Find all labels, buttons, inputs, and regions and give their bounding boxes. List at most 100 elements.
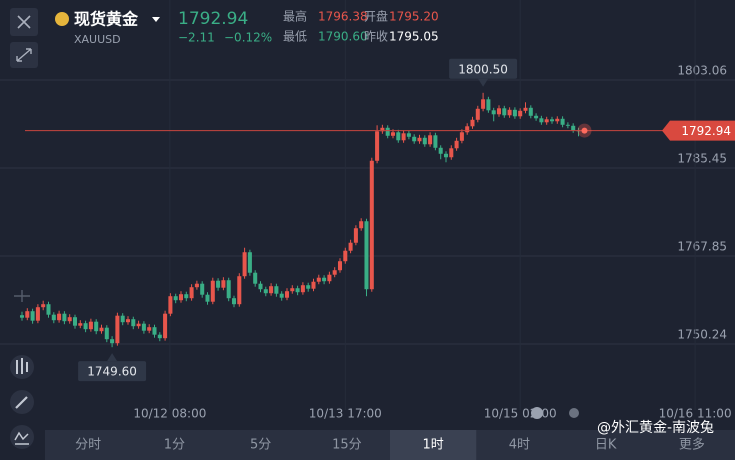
candle-body [385,127,390,136]
candle-body [422,137,427,145]
tab[interactable]: 1时 [422,438,443,453]
tab[interactable]: 分时 [75,438,101,453]
candle-body [284,291,290,298]
candle-body [163,313,168,339]
stat-label: 最高 [283,9,307,24]
stat-value: 1790.60 [318,30,368,44]
candle-body [306,285,311,289]
candle-body [481,99,486,109]
callout-pointer [107,353,118,362]
stat-label: 开盘 [364,9,388,24]
candle-body [269,286,274,294]
candle-body [221,280,226,288]
candle-body [242,252,247,277]
candle-body [401,133,406,141]
candle-body [502,108,507,116]
price: 1792.94 [178,9,248,29]
candle-body [194,283,199,288]
candle-body [125,319,131,323]
candle-body [46,304,51,315]
candle-body [157,334,162,339]
tab[interactable]: 15分 [332,438,362,453]
change-pct: −0.12% [224,31,272,45]
candle-body [216,280,221,288]
candle-body [523,107,528,111]
candle-body [30,311,35,321]
candle-body [104,327,109,340]
callout-label: 1749.60 [87,365,137,379]
candle-body [226,280,231,299]
candle-body [322,277,327,282]
y-tick-label: 1767.85 [677,239,727,253]
dropdown-arrow[interactable] [152,17,160,22]
candle-body [412,136,417,142]
callout-label: 1800.50 [458,62,508,76]
x-tick-label: 10/12 08:00 [133,407,206,421]
stat-value: 1796.38 [318,10,368,24]
candle-body [507,109,512,116]
scroll-dot[interactable] [569,408,579,418]
tab[interactable]: 4时 [509,438,530,453]
candle-body [343,250,348,262]
crosshair-tool[interactable] [14,290,30,302]
instrument-name[interactable]: 现货黄金 [74,10,139,29]
candle-body [19,315,25,318]
candle-body [337,261,343,271]
candle-body [205,294,210,302]
candle-body [544,119,549,123]
candle-body [491,110,496,115]
tab[interactable]: 5分 [250,438,271,453]
header: 现货黄金 XAUUSD 1792.94 −2.11 −0.12% 最高 1796… [10,8,439,68]
candle-body [35,307,40,321]
candle-body [200,283,205,295]
candle-body [359,221,364,229]
candle-body [369,160,374,290]
candle-body [178,294,184,301]
candle-body [115,315,120,344]
candle-body [258,283,263,290]
candle-body [454,140,459,149]
tab[interactable]: 日K [595,438,617,453]
y-tick-label: 1785.45 [677,152,727,166]
candle-body [57,313,62,321]
candle-body [571,125,576,131]
candle-body [210,280,215,302]
candle-body [327,274,332,282]
candle-body [147,327,152,331]
candle-body [67,317,72,322]
candle-body [443,153,449,158]
watermark: @外汇黄金-南波兔 [597,419,714,436]
change: −2.11 [178,31,215,45]
candle-body [375,131,380,161]
candle-body [396,132,401,141]
candle-body [184,294,189,299]
candle-body [83,323,88,330]
scroll-dot[interactable] [531,407,543,419]
candle-body [94,321,99,332]
candle-body [237,276,242,305]
last-price-dot [581,127,588,134]
candle-body [332,270,337,275]
tab[interactable]: 1分 [164,438,185,453]
indicator-icon [14,431,29,445]
candle-body [78,323,83,326]
candle-body [449,148,454,158]
candle-body [518,110,523,117]
candle-body [534,115,539,119]
candle-body [263,289,268,294]
callout-box [449,58,518,79]
tab[interactable]: 更多 [679,437,705,453]
candle-body [364,221,369,290]
candle-body [428,135,433,145]
stat-label: 昨收 [364,30,388,44]
candle-body [168,296,173,314]
candle-body [274,286,279,294]
candle-body [555,118,560,122]
candle-body [512,109,517,117]
candle-body [72,317,78,326]
last-price-tag [662,120,735,141]
candle-body [279,293,284,298]
y-tick-label: 1750.24 [677,327,727,341]
stat-value: 1795.05 [389,30,439,44]
